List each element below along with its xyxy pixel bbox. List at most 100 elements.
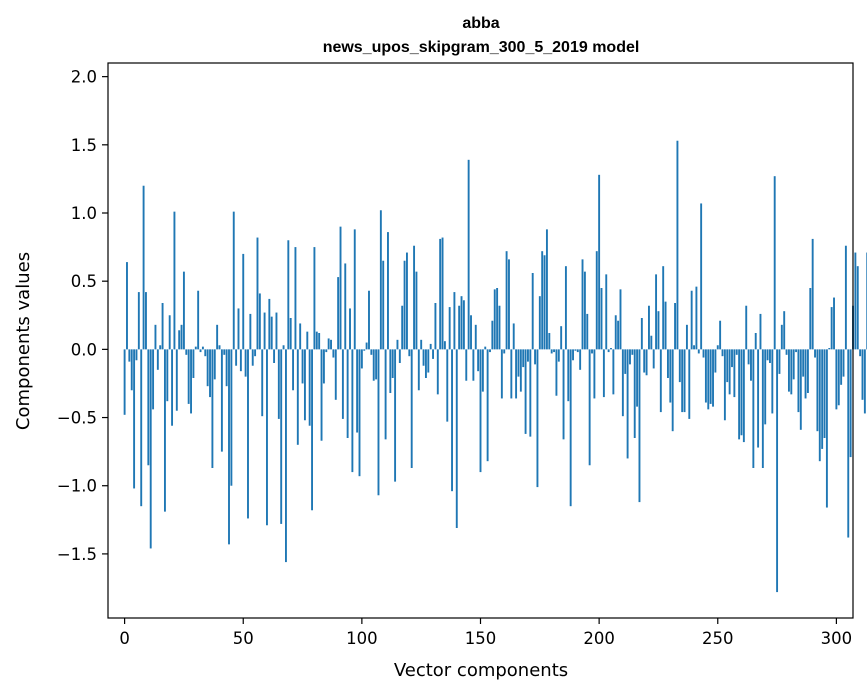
bar (747, 349, 750, 365)
bar (263, 312, 266, 350)
bar (396, 339, 399, 350)
bar (477, 349, 480, 372)
bar (249, 313, 252, 350)
bar (754, 333, 757, 350)
bar (688, 349, 691, 419)
bar (285, 349, 287, 563)
bar (360, 349, 363, 369)
bar (697, 349, 700, 354)
bar (171, 349, 174, 426)
bar (251, 349, 254, 366)
bar (527, 349, 529, 362)
bar (268, 298, 271, 350)
bar (130, 349, 133, 391)
bar (280, 349, 283, 524)
bar (408, 349, 411, 357)
bar (489, 349, 491, 353)
bar (230, 349, 233, 486)
bar (384, 349, 387, 440)
bar (666, 349, 669, 378)
bar (325, 349, 328, 353)
bar (315, 331, 318, 350)
bar (569, 349, 572, 507)
bar (303, 349, 306, 421)
bar (621, 349, 624, 417)
bar (648, 305, 650, 350)
bar (192, 349, 195, 378)
bar (787, 349, 790, 392)
bar (410, 349, 413, 468)
bar (840, 349, 843, 385)
bar (795, 349, 798, 353)
bar (709, 349, 712, 404)
bar (536, 349, 539, 488)
bar (152, 349, 155, 410)
bar (313, 247, 316, 350)
bar (451, 349, 453, 492)
bar (356, 349, 359, 433)
bar (835, 349, 838, 410)
x-tick-label: 250 (702, 629, 734, 648)
bar (728, 349, 731, 395)
bar (640, 318, 643, 350)
bar (320, 349, 323, 441)
bar (216, 324, 219, 350)
bar (524, 349, 527, 434)
bar (299, 323, 302, 350)
bar (664, 301, 667, 350)
bar (453, 292, 456, 350)
bar (591, 349, 593, 354)
bar (785, 349, 788, 355)
bar (731, 349, 733, 368)
bar (306, 331, 309, 350)
bar (657, 311, 660, 350)
bar (771, 349, 774, 414)
bar (175, 349, 178, 411)
bar (600, 288, 603, 350)
x-tick-label: 100 (346, 629, 378, 648)
bar (413, 245, 416, 350)
bar (204, 349, 207, 357)
bar (723, 349, 726, 421)
bar (700, 203, 703, 350)
bar (761, 349, 764, 468)
bar (804, 349, 807, 399)
bar (223, 349, 226, 355)
bar (330, 339, 332, 350)
bar (802, 349, 805, 377)
bar (783, 311, 786, 350)
bar (543, 255, 546, 350)
bar (830, 307, 833, 350)
x-axis: 0 50 100 150 200 250 300 (119, 618, 852, 648)
bar (861, 349, 864, 400)
y-tick-label: −1.5 (57, 545, 97, 564)
bar (662, 266, 665, 350)
bar (719, 320, 722, 350)
bar (555, 349, 558, 396)
bar (145, 292, 147, 350)
bar (704, 349, 707, 403)
bar (669, 349, 672, 403)
bar (567, 349, 570, 402)
bar (629, 349, 631, 365)
bar (296, 349, 299, 445)
bar (389, 349, 392, 393)
bar (282, 345, 285, 350)
bar (368, 290, 370, 350)
bar (610, 348, 612, 350)
bar (446, 349, 449, 422)
bar (424, 349, 427, 378)
bar (671, 349, 674, 432)
bar (277, 349, 280, 419)
bar (631, 349, 634, 355)
bar (529, 349, 532, 437)
bar (693, 345, 695, 350)
bar (809, 288, 812, 350)
bar (823, 349, 826, 438)
bar (752, 349, 755, 468)
bar (738, 349, 741, 440)
y-axis: −1.5 −1.0 −0.5 0.0 0.5 1.0 1.5 2.0 (57, 68, 108, 564)
bar (220, 349, 223, 452)
bar (289, 318, 292, 350)
bar (415, 271, 418, 350)
